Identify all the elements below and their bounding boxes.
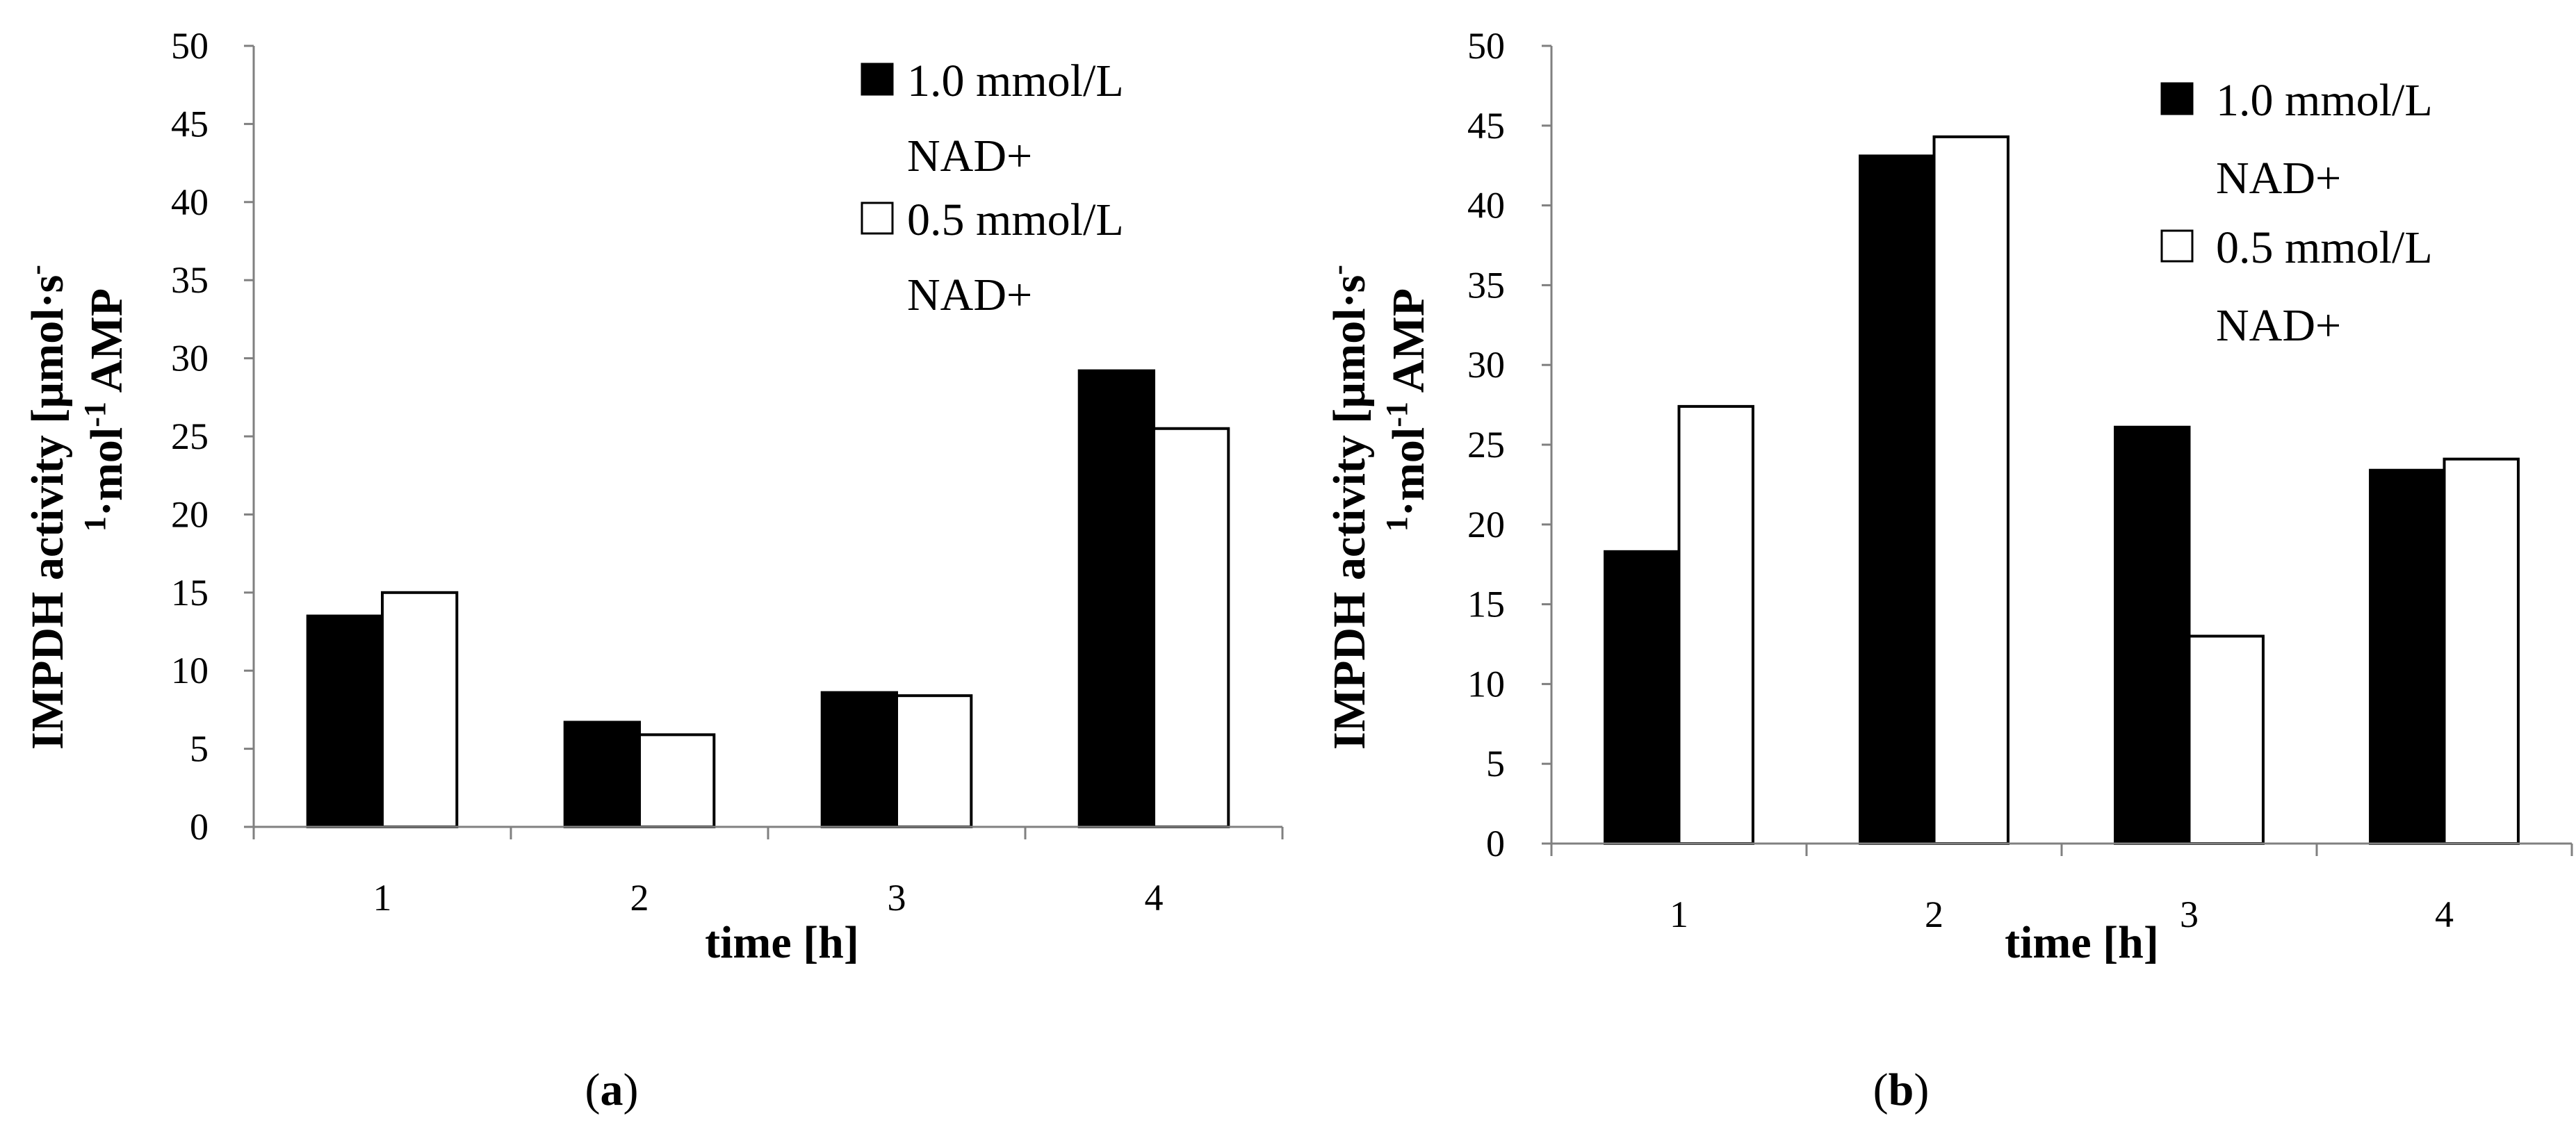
legend-label-series-1-line1: 1.0 mmol/L (2216, 75, 2433, 126)
y-tick-label: 40 (1467, 185, 1505, 227)
bar-series-1-cat-3 (2114, 425, 2191, 845)
legend-label-series-1-line2: NAD+ (2216, 153, 2341, 204)
legend-label-series-2-line1: 0.5 mmol/L (907, 195, 1124, 245)
y-tick-label: 15 (171, 572, 209, 614)
y-tick-label: 30 (171, 338, 209, 379)
y-tick-label: 50 (171, 25, 209, 67)
y-tick-label: 5 (190, 728, 209, 770)
bar-series-2-cat-1 (1677, 404, 1754, 845)
bar-series-2-cat-3 (2187, 634, 2265, 846)
bars-group (1604, 135, 2520, 846)
y-tick-label: 0 (190, 806, 209, 848)
x-tick-label: 3 (888, 877, 906, 919)
legend-label-series-1-line2: NAD+ (907, 131, 1032, 181)
bars-group (306, 369, 1230, 829)
x-tick-label: 2 (630, 877, 649, 919)
x-tick-label: 1 (1670, 894, 1688, 935)
y-tick-label: 35 (171, 259, 209, 301)
y-tick-label: 45 (171, 103, 209, 145)
legend-swatch-series-2 (2160, 229, 2194, 263)
y-axis-ticks: 0 5 10 15 20 25 30 35 40 45 50 (171, 25, 254, 848)
x-tick-label: 4 (1145, 877, 1164, 919)
bar-series-1-cat-3 (820, 691, 898, 828)
y-tick-label: 5 (1486, 743, 1505, 784)
y-axis-title-line1: IMPDH activity [µmol·s- (1321, 265, 1375, 750)
legend-swatch-series-1 (861, 63, 894, 96)
x-tick-label: 2 (1925, 894, 1943, 935)
x-axis-title: time [h] (705, 917, 859, 968)
y-axis-title-line2: 1·mol-1 AMP (1380, 288, 1434, 532)
y-tick-label: 10 (171, 650, 209, 691)
bar-series-1-cat-2 (563, 721, 642, 829)
y-tick-label: 50 (1467, 25, 1505, 67)
legend-swatch-series-2 (861, 202, 894, 235)
legend: 1.0 mmol/L NAD+ 0.5 mmol/L NAD+ (2160, 75, 2433, 351)
legend-label-series-2-line1: 0.5 mmol/L (2216, 222, 2433, 273)
y-tick-label: 25 (171, 416, 209, 457)
y-tick-label: 35 (1467, 264, 1505, 306)
y-axis-ticks: 0 5 10 15 20 25 30 35 40 45 50 (1467, 25, 1551, 864)
bar-series-1-cat-1 (306, 614, 384, 829)
y-tick-label: 40 (171, 181, 209, 223)
panel-caption-b: (b) (1873, 1065, 1930, 1115)
legend-label-series-2-line2: NAD+ (2216, 300, 2341, 351)
y-tick-label: 10 (1467, 663, 1505, 705)
bar-series-1-cat-4 (1077, 369, 1155, 828)
bar-series-2-cat-4 (2443, 457, 2520, 845)
x-tick-label: 3 (2180, 894, 2199, 935)
bar-series-2-cat-2 (638, 733, 716, 829)
x-axis-ticks: 1 2 3 4 (252, 827, 1284, 919)
bar-series-2-cat-4 (1152, 427, 1230, 828)
y-tick-label: 20 (171, 493, 209, 535)
y-tick-label: 0 (1486, 823, 1505, 864)
x-tick-label: 1 (373, 877, 392, 919)
y-axis-title-line1: IMPDH activity [µmol·s- (19, 265, 73, 750)
legend-swatch-series-1 (2160, 82, 2194, 115)
bar-series-2-cat-3 (895, 694, 973, 829)
y-tick-label: 45 (1467, 105, 1505, 147)
bar-series-2-cat-1 (381, 591, 459, 828)
x-axis-ticks: 1 2 3 4 (1550, 844, 2573, 935)
y-tick-label: 15 (1467, 584, 1505, 625)
bar-series-1-cat-4 (2369, 468, 2446, 845)
legend-label-series-1-line1: 1.0 mmol/L (907, 56, 1124, 106)
y-tick-label: 25 (1467, 424, 1505, 466)
bar-series-1-cat-2 (1859, 154, 1936, 845)
chart-panel-b: 0 5 10 15 20 25 30 35 40 45 50 1 2 3 4 IMPDH activity… (1321, 25, 2573, 968)
legend: 1.0 mmol/L NAD+ 0.5 mmol/L NAD+ (861, 56, 1124, 320)
x-axis-title: time [h] (2005, 917, 2159, 968)
legend-label-series-2-line2: NAD+ (907, 270, 1032, 320)
y-tick-label: 20 (1467, 504, 1505, 545)
chart-panel-a: 0 5 10 15 20 25 30 35 40 45 50 1 2 3 4 IMPDH activity… (19, 25, 1284, 968)
bar-series-1-cat-1 (1604, 550, 1681, 845)
bar-series-2-cat-2 (1932, 135, 2010, 845)
panel-caption-a: (a) (585, 1065, 639, 1115)
y-axis-title-line2: 1·mol-1 AMP (78, 288, 132, 532)
x-tick-label: 4 (2435, 894, 2454, 935)
y-tick-label: 30 (1467, 344, 1505, 386)
